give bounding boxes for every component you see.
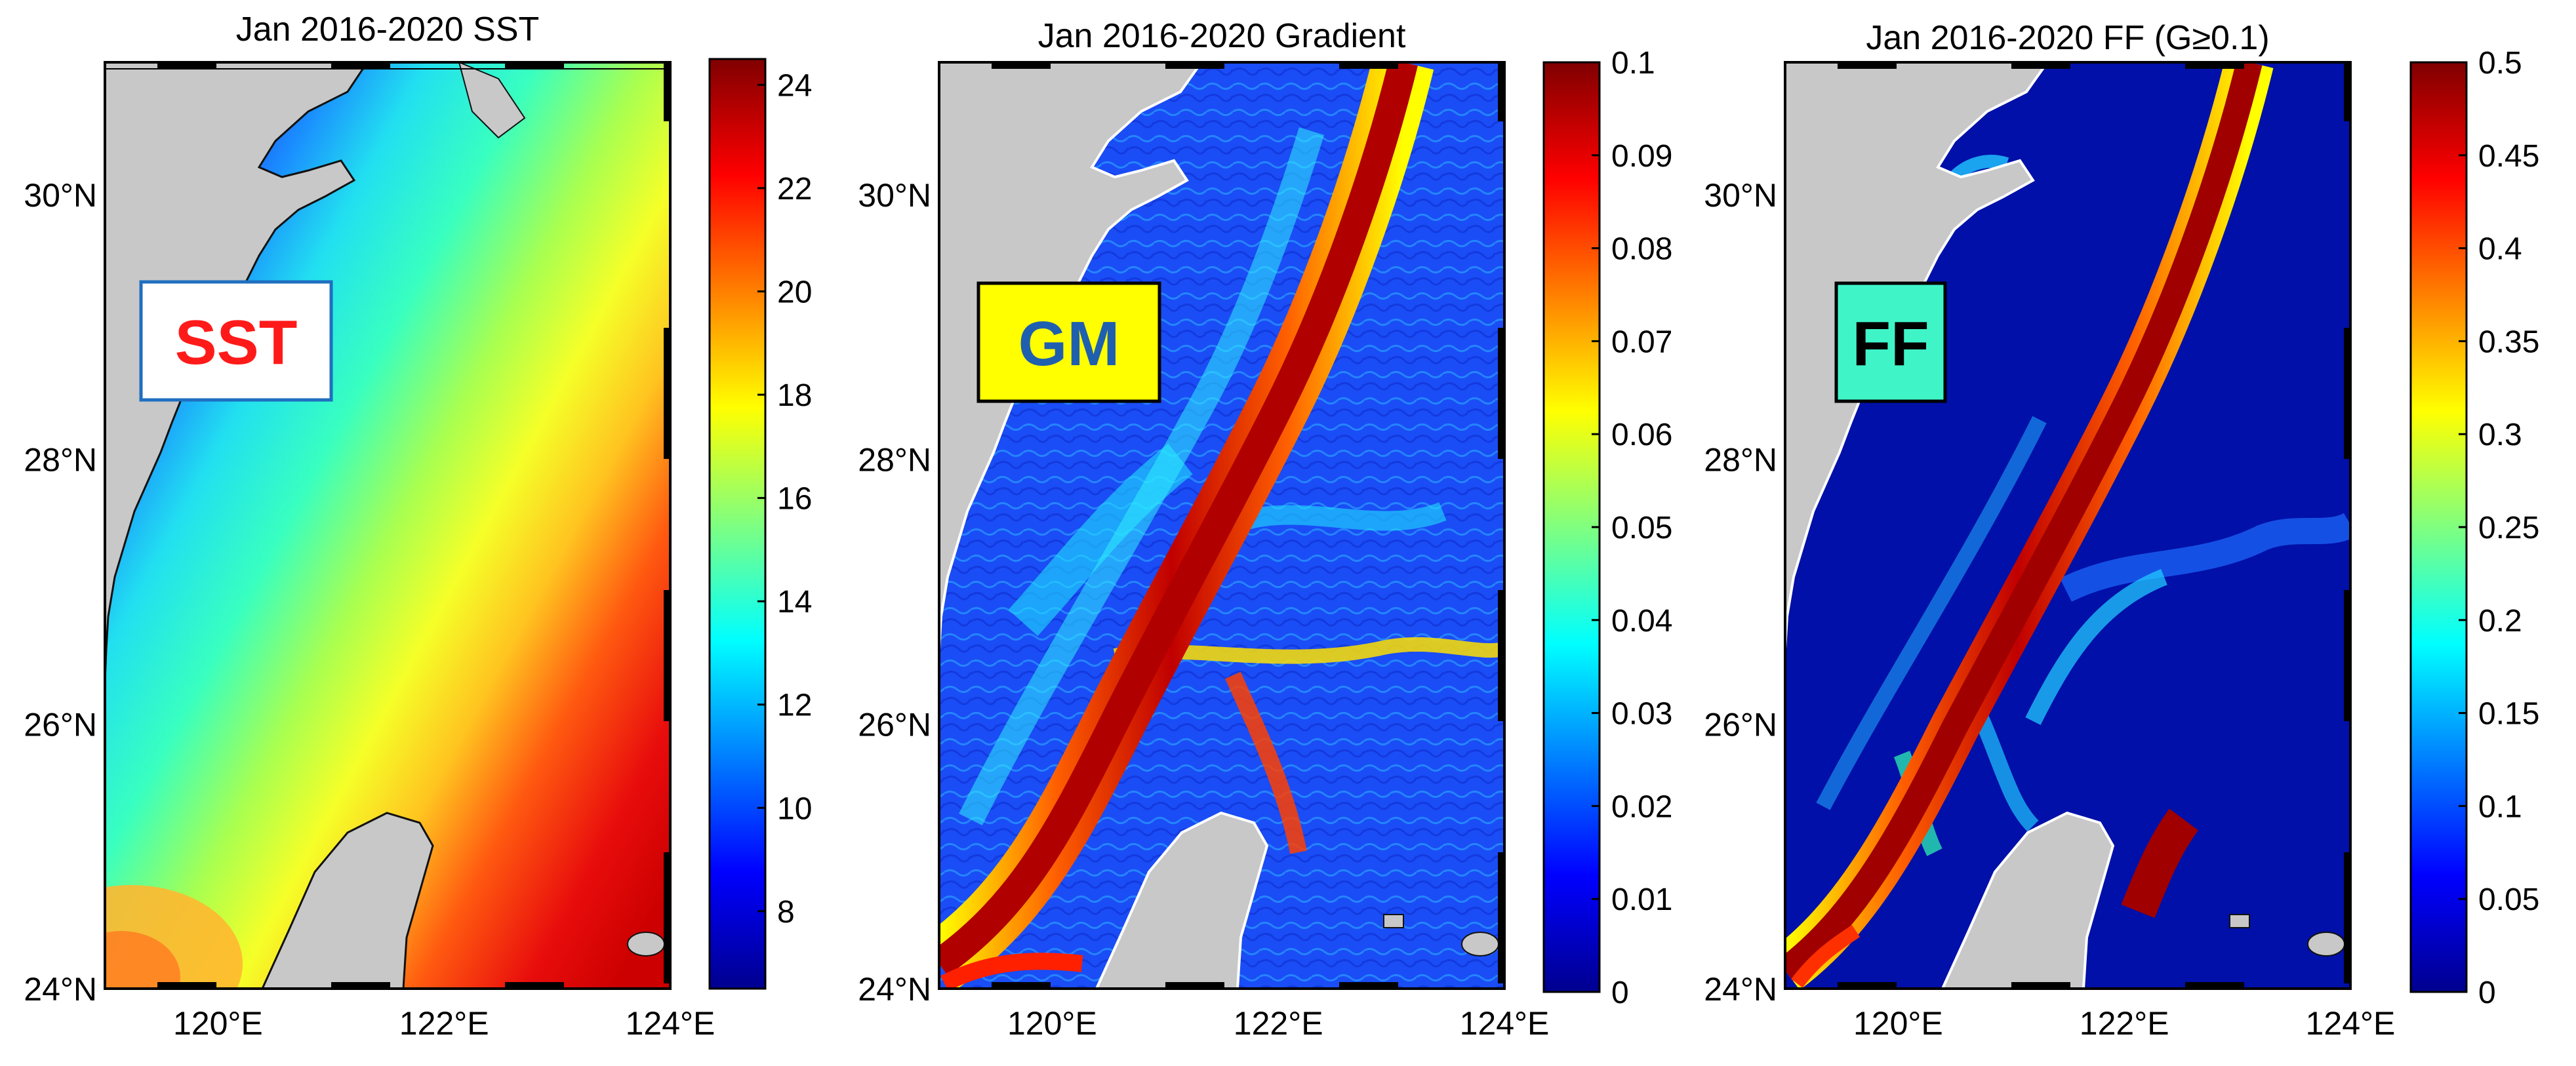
- gm-axes: 120°E 122°E 124°E 24°N 26°N 28°N 30°N: [858, 177, 1549, 1042]
- sst-x-tick-label: 120°E: [173, 1005, 263, 1042]
- gm-colorbar-tick-label: 0.09: [1611, 139, 1672, 174]
- gm-title: Jan 2016-2020 Gradient: [1038, 17, 1406, 55]
- sst-colorbar-tick-label: 8: [777, 895, 795, 930]
- ff-front-mid: [2025, 568, 2167, 725]
- sst-y-tick-label: 30°N: [24, 177, 97, 214]
- gm-colorbar-tick-label: 0.07: [1611, 325, 1672, 359]
- sst-colorbar-tick-label: 22: [777, 172, 812, 207]
- gm-colorbar-tick-label: 0.03: [1611, 697, 1672, 732]
- ff-y-tick-label: 28°N: [1704, 442, 1777, 479]
- ff-colorbar-tick-label: 0.3: [2478, 418, 2522, 452]
- sst-islands-north: [458, 62, 526, 139]
- sst-axes: 120°E 122°E 124°E 24°N 26°N 28°N 30°N: [24, 177, 715, 1042]
- gm-label-text: GM: [1018, 309, 1120, 379]
- ff-colorbar-tick-label: 0.45: [2478, 139, 2539, 174]
- ff-map-field: [1785, 62, 2350, 989]
- gm-x-tick-label: 124°E: [1460, 1005, 1550, 1042]
- ff-label-box-frame: [1834, 281, 1947, 403]
- gm-land-taiwan: [1095, 811, 1269, 989]
- ff-colorbar-tick-label: 0.1: [2478, 789, 2522, 824]
- sst-colorbar-ticks: 8 10 12 14 16 18 20 22 24: [757, 68, 812, 930]
- sst-x-tick-label: 122°E: [399, 1005, 489, 1042]
- ff-title: Jan 2016-2020 FF (G≥0.1): [1866, 19, 2269, 57]
- sst-y-tick-label: 26°N: [24, 706, 97, 743]
- sst-colorbar-tick-label: 20: [777, 275, 812, 310]
- sst-title: Jan 2016-2020 SST: [236, 10, 540, 49]
- sst-label-box: SST: [139, 280, 333, 402]
- sst-warm-sw-core: [105, 931, 180, 989]
- sst-colorbar-tick-label: 18: [777, 378, 812, 413]
- sst-colorbar-tick-label: 10: [777, 791, 812, 826]
- gm-colorbar-ticks: 0 0.01 0.02 0.03 0.04 0.05 0.06 0.07 0.08 0.09 0.1: [1592, 46, 1672, 1010]
- sst-colorbar-tick-label: 24: [777, 68, 812, 103]
- ff-colorbar-tick-label: 0.05: [2478, 882, 2539, 917]
- gm-colorbar-tick-label: 0.06: [1611, 418, 1672, 452]
- panel-sst: Jan 2016-2020 SST SST 120°E 122°E 124°E 24°…: [24, 10, 812, 1042]
- ff-colorbar-ticks: 0 0.05 0.1 0.15 0.2 0.25 0.3 0.35 0.4 0.45 0.5: [2459, 46, 2539, 1010]
- gm-x-tick-label: 122°E: [1234, 1005, 1323, 1042]
- sst-colorbar-tick-label: 14: [777, 585, 812, 620]
- ff-colorbar-tick-label: 0.35: [2478, 325, 2539, 359]
- sst-y-tick-label: 24°N: [24, 971, 97, 1008]
- sst-land-taiwan: [261, 812, 434, 989]
- gm-colorbar-tick-label: 0.02: [1611, 789, 1672, 824]
- sst-colorbar-tick-label: 12: [777, 688, 812, 723]
- gm-colorbar-tick-label: 0: [1611, 976, 1629, 1010]
- ff-label-box: FF: [1834, 281, 1947, 403]
- gm-colorbar-tick-label: 0.1: [1611, 46, 1655, 81]
- gm-front-taiwan-north: [1225, 671, 1307, 854]
- gm-colorbar-tick-label: 0.08: [1611, 232, 1672, 267]
- sst-label-text: SST: [175, 307, 298, 378]
- ff-colorbar-tick-label: 0.2: [2478, 604, 2522, 639]
- ff-colorbar-tick-label: 0.5: [2478, 46, 2522, 81]
- gm-label-box: GM: [976, 281, 1161, 403]
- ff-colorbar-tick-label: 0.25: [2478, 511, 2539, 545]
- sst-y-tick-label: 28°N: [24, 442, 97, 479]
- ff-x-tick-label: 122°E: [2080, 1005, 2169, 1042]
- sst-colorbar-tick-label: 16: [777, 482, 812, 517]
- gm-y-tick-label: 28°N: [858, 442, 931, 479]
- gm-y-tick-label: 30°N: [858, 177, 931, 214]
- ff-label-text: FF: [1852, 309, 1929, 379]
- ff-axes: 120°E 122°E 124°E 24°N 26°N 28°N 30°N: [1704, 177, 2395, 1042]
- gm-y-tick-label: 24°N: [858, 971, 931, 1008]
- ff-colorbar-tick-label: 0: [2478, 976, 2496, 1010]
- gm-colorbar-tick-label: 0.01: [1611, 882, 1672, 917]
- ff-y-tick-label: 30°N: [1704, 177, 1777, 214]
- sst-map-border-ticks: [104, 62, 671, 989]
- ff-y-tick-label: 26°N: [1704, 706, 1777, 743]
- ff-colorbar: [2409, 61, 2468, 993]
- gm-map-border-ticks: [992, 62, 1504, 989]
- panel-ff: Jan 2016-2020 FF (G≥0.1) FF 120°E 122°E 12…: [1704, 19, 2539, 1042]
- ff-y-tick-label: 24°N: [1704, 971, 1777, 1008]
- ff-x-tick-label: 120°E: [1853, 1005, 1943, 1042]
- ff-colorbar-tick-label: 0.4: [2478, 232, 2522, 267]
- gm-colorbar-tick-label: 0.04: [1611, 604, 1672, 639]
- gm-y-tick-label: 26°N: [858, 706, 931, 743]
- panel-gradient: Jan 2016-2020 Gradient GM 120°E 122°E 124°…: [858, 17, 1672, 1042]
- sst-colorbar: [708, 58, 767, 990]
- gm-map-field: [939, 62, 1504, 989]
- ff-front-taiwan: [2121, 808, 2199, 918]
- ff-land-taiwan: [1941, 811, 2115, 989]
- ff-colorbar-tick-label: 0.15: [2478, 697, 2539, 732]
- sst-island-east: [627, 932, 665, 957]
- ff-map-border-ticks: [1838, 62, 2350, 989]
- gm-colorbar-tick-label: 0.05: [1611, 511, 1672, 545]
- sst-map-field: [105, 62, 670, 989]
- sst-x-tick-label: 124°E: [626, 1005, 715, 1042]
- sst-label-box-frame: [139, 280, 333, 402]
- ff-x-tick-label: 124°E: [2306, 1005, 2396, 1042]
- gm-x-tick-label: 120°E: [1007, 1005, 1097, 1042]
- gm-label-box-frame: [976, 281, 1161, 403]
- gm-colorbar: [1542, 61, 1601, 993]
